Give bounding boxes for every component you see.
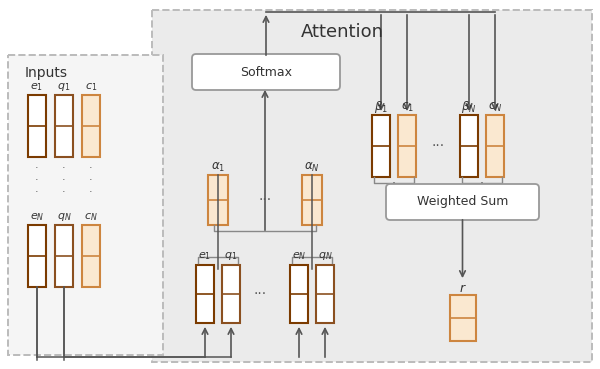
Text: $\alpha_N$: $\alpha_N$ <box>304 161 320 173</box>
Text: Softmax: Softmax <box>240 66 292 79</box>
FancyBboxPatch shape <box>386 184 539 220</box>
Text: $c_N$: $c_N$ <box>488 100 502 114</box>
Text: $c_1$: $c_1$ <box>401 100 413 114</box>
Text: $c_1$: $c_1$ <box>85 81 97 93</box>
FancyBboxPatch shape <box>28 95 46 157</box>
Text: $\alpha_1$: $\alpha_1$ <box>211 161 225 173</box>
FancyBboxPatch shape <box>398 115 416 177</box>
Text: ···: ··· <box>431 139 445 153</box>
Text: $e_1$: $e_1$ <box>31 81 44 93</box>
FancyBboxPatch shape <box>222 265 240 323</box>
Text: $\beta_N$: $\beta_N$ <box>461 99 477 115</box>
Text: ···: ··· <box>259 193 272 207</box>
FancyBboxPatch shape <box>192 54 340 90</box>
FancyBboxPatch shape <box>152 10 592 362</box>
Text: $e_N$: $e_N$ <box>292 250 306 262</box>
FancyBboxPatch shape <box>28 225 46 287</box>
FancyBboxPatch shape <box>302 175 322 225</box>
FancyBboxPatch shape <box>55 95 73 157</box>
FancyBboxPatch shape <box>449 295 476 341</box>
FancyBboxPatch shape <box>196 265 214 323</box>
Text: $q_1$: $q_1$ <box>224 250 238 262</box>
FancyBboxPatch shape <box>8 55 163 355</box>
FancyBboxPatch shape <box>316 265 334 323</box>
Text: $c_N$: $c_N$ <box>84 211 98 223</box>
Text: ·
·
·: · · · <box>62 163 66 197</box>
Text: Weighted Sum: Weighted Sum <box>417 196 508 208</box>
FancyBboxPatch shape <box>55 225 73 287</box>
Text: ·
·
·: · · · <box>89 163 93 197</box>
Text: ···: ··· <box>253 287 266 301</box>
Text: $r$: $r$ <box>458 283 466 296</box>
FancyBboxPatch shape <box>82 225 100 287</box>
FancyBboxPatch shape <box>290 265 308 323</box>
FancyBboxPatch shape <box>208 175 228 225</box>
FancyBboxPatch shape <box>372 115 390 177</box>
FancyBboxPatch shape <box>82 95 100 157</box>
Text: ·
·
·: · · · <box>35 163 39 197</box>
Text: Inputs: Inputs <box>25 66 67 80</box>
FancyBboxPatch shape <box>486 115 504 177</box>
Text: $\beta_1$: $\beta_1$ <box>374 99 388 115</box>
Text: $q_N$: $q_N$ <box>56 211 71 223</box>
Text: $e_N$: $e_N$ <box>30 211 44 223</box>
Text: $q_N$: $q_N$ <box>317 250 332 262</box>
Text: $q_1$: $q_1$ <box>58 81 71 93</box>
Text: Attention: Attention <box>301 23 383 41</box>
Text: $e_1$: $e_1$ <box>199 250 212 262</box>
FancyBboxPatch shape <box>460 115 478 177</box>
